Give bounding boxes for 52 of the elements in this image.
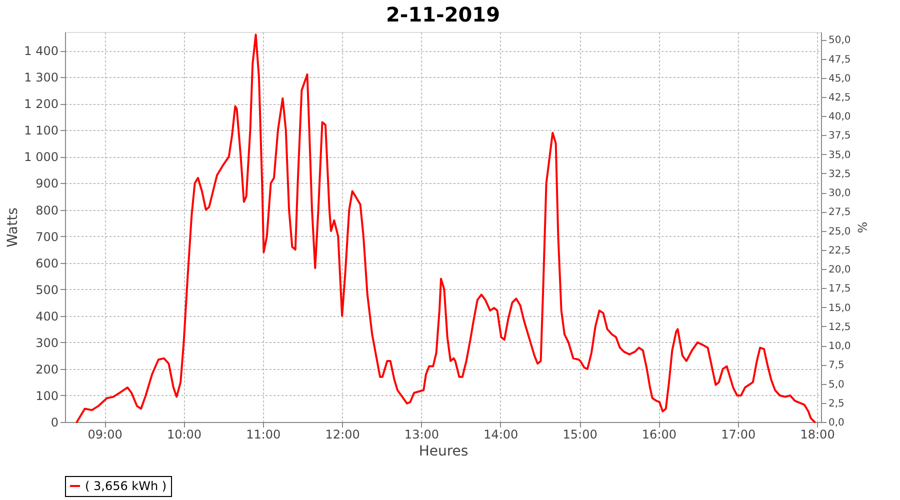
x-tick-label: 17:00 [721,428,756,442]
y2-tick-label: 27,5 [828,207,851,218]
y-tick-label: 300 [36,336,58,350]
x-tick-label: 12:00 [325,428,360,442]
y2-tick-label: 12,5 [828,322,851,333]
y2-tick-label: 32,5 [828,168,851,180]
line-series [76,34,816,423]
y2-tick-label: 0,0 [828,418,844,428]
y-tick-label: 1 000 [24,150,58,164]
legend-label: ( 3,656 kWh ) [85,479,167,493]
y2-tick-label: 35,0 [828,150,851,161]
y2-tick-label: 20,0 [828,264,851,276]
y2-tick-label: 5,0 [828,379,844,390]
y-tick-label: 1 300 [24,70,58,85]
x-tick-label: 10:00 [166,428,202,442]
y-tick-label: 400 [36,309,58,324]
x-tick-label: 09:00 [88,428,122,442]
x-axis-title: Heures [418,444,468,460]
y2-tick-label: 42,5 [828,92,851,104]
y2-tick-label: 22,5 [828,245,851,256]
y-tick-label: 900 [36,176,58,191]
y2-tick-label: 7,5 [828,360,844,372]
x-tick-label: 11:00 [246,428,281,442]
y-tick-label: 200 [36,362,58,376]
y2-tick-label: 50,0 [828,35,851,46]
y2-tick-label: 30,0 [828,188,851,200]
x-tick-label: 18:00 [800,428,835,442]
y-tick-label: 1 100 [24,124,58,138]
y-tick-label: 0 [50,416,58,430]
y2-tick-label: 45,0 [828,73,851,84]
y2-tick-label: 25,0 [828,226,851,238]
y2-tick-label: 2,5 [828,398,844,410]
y-tick-label: 800 [36,203,58,218]
y2-tick-label: 47,5 [828,54,851,66]
y-tick-label: 1 400 [24,44,58,58]
y2-axis-title: % [854,222,869,234]
y2-tick-label: 40,0 [828,112,851,123]
y2-tick-label: 17,5 [828,284,851,295]
y-tick-label: 100 [36,388,58,403]
chart-title: 2-11-2019 [386,2,500,26]
x-tick-label: 13:00 [404,428,440,442]
y2-tick-label: 10,0 [828,341,851,352]
x-tick-label: 14:00 [484,428,518,442]
x-tick-label: 16:00 [642,428,677,442]
y-tick-label: 700 [36,230,58,244]
y-axis-title: Watts [5,208,22,248]
y2-tick-label: 15,0 [828,302,851,314]
y-tick-label: 500 [36,282,58,297]
y-tick-label: 600 [36,256,58,270]
y-tick-label: 1 200 [24,97,58,112]
x-tick-label: 15:00 [562,428,598,442]
y2-tick-label: 37,5 [828,130,851,142]
